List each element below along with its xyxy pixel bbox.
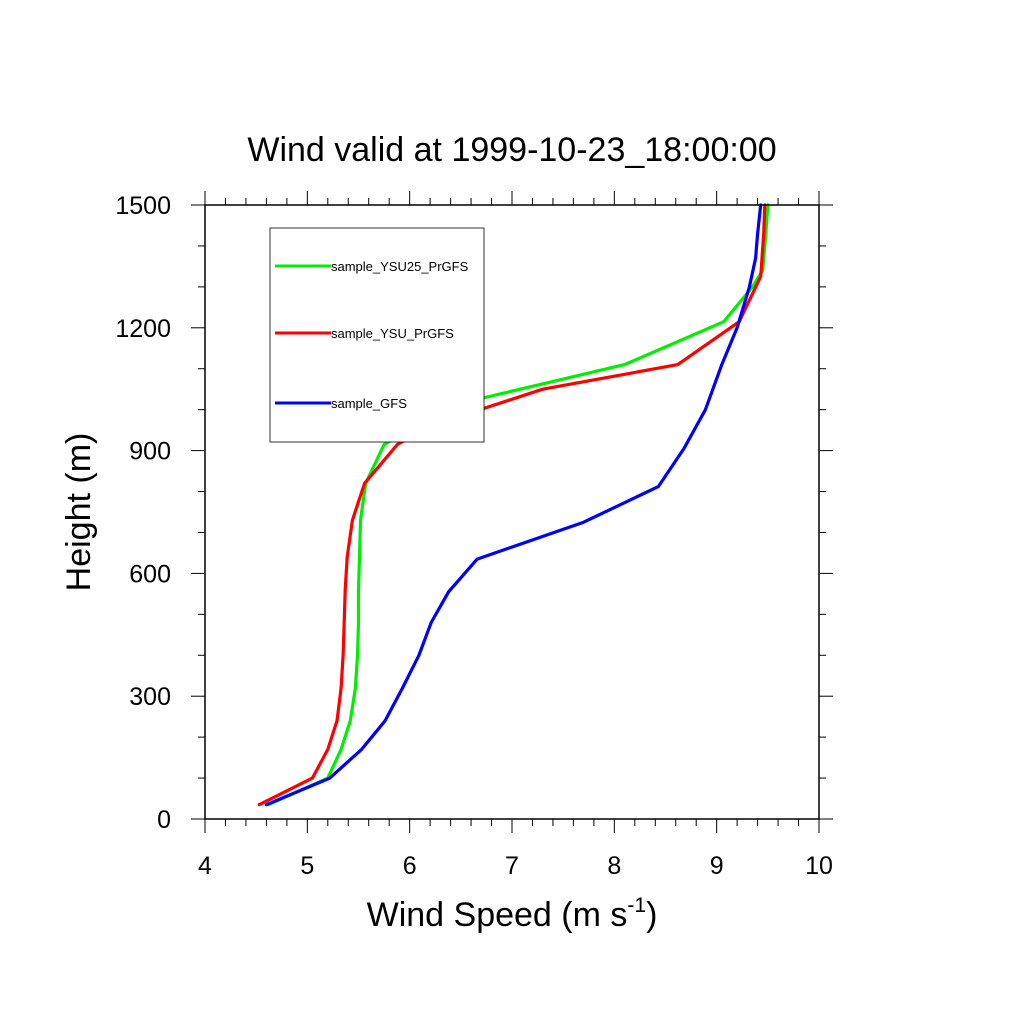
x-axis-label: Wind Speed (m s-1) [367, 894, 658, 934]
x-axis-label-superscript: -1 [627, 894, 646, 917]
y-tick-label: 300 [129, 683, 171, 711]
x-axis-label-suffix: ) [646, 896, 657, 934]
series-line-sample_GFS [264, 203, 763, 807]
y-axis-label: Height (m) [60, 433, 98, 592]
x-axis-label-main: Wind Speed (m s [367, 896, 628, 934]
legend: sample_YSU25_PrGFS sample_YSU_PrGFSsample… [269, 227, 485, 443]
legend-label: sample_YSU25_PrGFS [331, 259, 469, 274]
y-tick-label: 600 [129, 560, 171, 588]
x-tick-label: 4 [198, 852, 212, 880]
y-tick-label: 1500 [115, 192, 171, 220]
y-tick-label: 900 [129, 438, 171, 466]
x-tick-label: 5 [300, 852, 314, 880]
legend-items: sample_YSU25_PrGFS sample_YSU_PrGFSsample… [275, 259, 469, 411]
tick-labels: 4 5 6 7 8 9 10 0 300 600 900 1200 1500 [115, 192, 833, 880]
x-tick-label: 6 [403, 852, 417, 880]
plot-frame [204, 204, 820, 820]
legend-label: sample_YSU_PrGFS [331, 326, 454, 341]
x-tick-label: 9 [710, 852, 724, 880]
series-line-sample_YSU25_PrGFS [266, 203, 770, 807]
x-tick-label: 10 [805, 852, 833, 880]
legend-box [269, 227, 485, 443]
chart-title: Wind valid at 1999-10-23_18:00:00 [247, 131, 776, 169]
x-tick-label: 8 [607, 852, 621, 880]
legend-label: sample_GFS [331, 396, 407, 411]
axis-ticks [191, 191, 833, 833]
x-tick-label: 7 [505, 852, 519, 880]
y-tick-label: 0 [157, 806, 171, 834]
series-lines [257, 203, 770, 807]
y-tick-label: 1200 [115, 315, 171, 343]
